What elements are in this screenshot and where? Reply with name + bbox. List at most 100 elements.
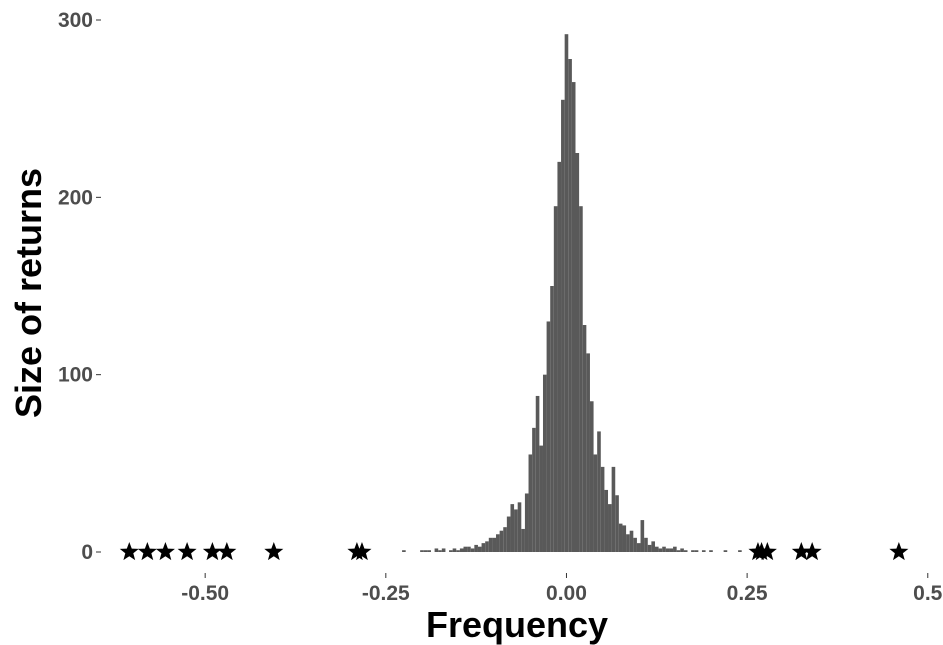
histogram-bar (651, 541, 655, 552)
histogram-bar (615, 495, 619, 552)
histogram-bar (662, 546, 666, 552)
histogram-bar (564, 34, 569, 553)
extreme-return-star-marker (119, 542, 139, 561)
x-tick-label: 0.5 (913, 582, 943, 605)
histogram-bar (477, 546, 482, 552)
histogram-bar (608, 504, 612, 552)
extreme-return-star-marker (202, 542, 222, 561)
extreme-return-star-marker (264, 542, 284, 561)
histogram-bar (568, 59, 572, 552)
histogram-bar (680, 548, 684, 552)
histogram-bar (532, 427, 536, 552)
histogram-bar (611, 466, 616, 552)
histogram-bar (691, 550, 695, 552)
histogram-bar (694, 550, 699, 552)
extreme-return-star-marker (137, 542, 157, 561)
histogram-bar (434, 548, 439, 552)
histogram-bar (629, 530, 634, 552)
histogram-bar (510, 504, 515, 552)
histogram-bar (589, 401, 594, 552)
histogram-bar (488, 537, 493, 552)
histogram-bar (600, 466, 605, 552)
histogram-bar (582, 325, 587, 552)
y-axis: 0 100 200 300 (58, 9, 101, 564)
histogram-bar (441, 548, 446, 552)
histogram-bar (506, 516, 511, 552)
histogram-bar (438, 550, 442, 552)
histogram-bar (676, 550, 681, 552)
x-axis: -0.50 -0.25 0.00 0.25 0.5 (181, 573, 943, 605)
histogram-bar (539, 445, 543, 552)
histogram-bar (586, 353, 590, 552)
histogram-bar (496, 534, 500, 552)
histogram-bar (665, 548, 670, 552)
extreme-return-star-marker (352, 542, 372, 561)
extreme-return-markers (119, 542, 909, 561)
histogram-bar (492, 537, 497, 552)
histogram-bar (738, 550, 742, 552)
histogram-bar (579, 206, 583, 552)
y-tick-label: 300 (58, 9, 93, 32)
histogram-bar (604, 489, 609, 552)
histogram-bar (644, 537, 648, 552)
histogram-bar (535, 395, 540, 552)
histogram-bar (517, 502, 522, 552)
extreme-return-star-marker (889, 542, 909, 561)
histogram-bar (481, 543, 486, 552)
extreme-return-star-marker (177, 542, 197, 561)
histogram-bar (485, 541, 489, 552)
histogram-bar (503, 527, 507, 552)
histogram-bar (597, 431, 601, 552)
histogram-bar (499, 530, 504, 552)
y-tick-label: 100 (58, 364, 93, 387)
histogram-bar (571, 82, 576, 553)
histogram-bar (474, 544, 478, 552)
histogram-bar (658, 548, 663, 552)
histogram-bar (456, 550, 460, 552)
histogram-bar (423, 550, 428, 552)
histogram-bar (546, 321, 551, 552)
histogram-bar (636, 543, 641, 552)
histogram-bar (550, 286, 554, 552)
y-tick-label: 200 (58, 186, 93, 209)
extreme-return-star-marker (217, 542, 237, 561)
extreme-return-star-marker (802, 542, 822, 561)
histogram-bar (647, 544, 652, 552)
histogram-bar (402, 550, 406, 552)
histogram-bar (452, 548, 457, 552)
histogram-bar (553, 206, 558, 552)
histogram-bar (683, 550, 688, 552)
histogram-bar (575, 153, 580, 552)
x-tick-label: 0.00 (546, 582, 587, 605)
histogram-bar (709, 550, 713, 552)
histogram-bar (633, 537, 637, 552)
histogram-bar (467, 546, 471, 552)
histogram-bar (459, 548, 464, 552)
histogram-bar (723, 550, 728, 552)
histogram-bar (470, 548, 475, 552)
x-tick-label: -0.25 (362, 582, 410, 605)
histogram-bar (420, 550, 424, 552)
histogram-bar (640, 520, 645, 552)
histogram-bars (402, 34, 742, 553)
histogram-bar (449, 550, 453, 552)
histogram-bar (701, 550, 706, 552)
histogram-bar (654, 546, 659, 552)
histogram-bar (528, 454, 533, 552)
x-tick-label: 0.25 (727, 582, 768, 605)
histogram-bar (557, 161, 562, 552)
extreme-return-star-marker (791, 542, 811, 561)
histogram-bar (593, 454, 598, 552)
x-tick-label: -0.50 (181, 582, 229, 605)
histogram-bar (542, 374, 547, 552)
extreme-return-star-marker (155, 542, 175, 561)
histogram-bar (622, 525, 627, 552)
histogram-bar (463, 546, 468, 552)
histogram-bar (514, 509, 518, 552)
x-axis-title: Frequency (426, 604, 608, 645)
histogram-bar (427, 550, 431, 552)
histogram-bar (524, 493, 529, 552)
y-tick-label: 0 (81, 541, 93, 564)
histogram-bar (561, 99, 565, 553)
